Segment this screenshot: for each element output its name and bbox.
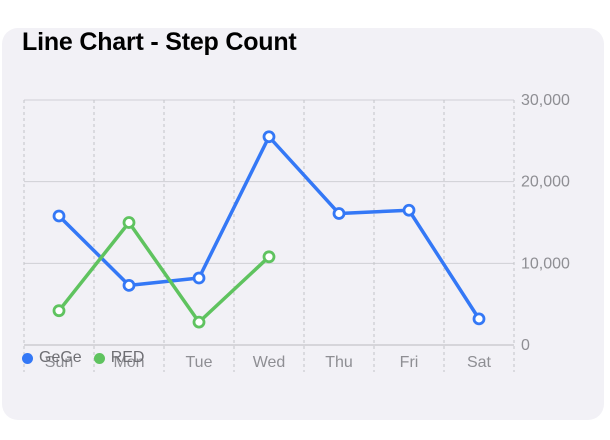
legend-item: GeGe: [22, 349, 82, 367]
x-tick-label: Sun: [45, 354, 73, 371]
legend-label: RED: [110, 349, 145, 366]
x-tick-label: Sat: [467, 354, 492, 371]
y-tick-label: 30,000: [521, 92, 570, 109]
data-point: [192, 271, 206, 285]
data-point: [402, 203, 416, 217]
x-tick-label: Tue: [186, 354, 213, 371]
series-line: [57, 220, 271, 324]
data-point: [472, 312, 486, 326]
legend-swatch: [93, 352, 105, 364]
series-line: [57, 135, 481, 321]
x-tick-label: Thu: [325, 354, 353, 371]
legend-item: RED: [93, 349, 145, 367]
x-tick-label: Mon: [113, 354, 144, 371]
data-point: [52, 209, 66, 223]
x-tick-label: Fri: [400, 354, 419, 371]
data-point: [192, 315, 206, 329]
chart-legend: GeGe RED: [22, 349, 156, 367]
y-tick-label: 0: [521, 337, 530, 354]
y-tick-label: 20,000: [521, 174, 570, 191]
data-point: [332, 207, 346, 220]
data-point: [262, 130, 276, 144]
data-point: [262, 250, 276, 264]
data-point: [122, 278, 136, 292]
x-tick-label: Wed: [253, 354, 286, 371]
chart-title: Line Chart - Step Count: [22, 28, 297, 56]
y-tick-label: 10,000: [521, 255, 570, 272]
data-point: [122, 216, 136, 229]
legend-label: GeGe: [39, 349, 82, 366]
data-point: [52, 304, 66, 318]
legend-swatch: [22, 352, 33, 364]
